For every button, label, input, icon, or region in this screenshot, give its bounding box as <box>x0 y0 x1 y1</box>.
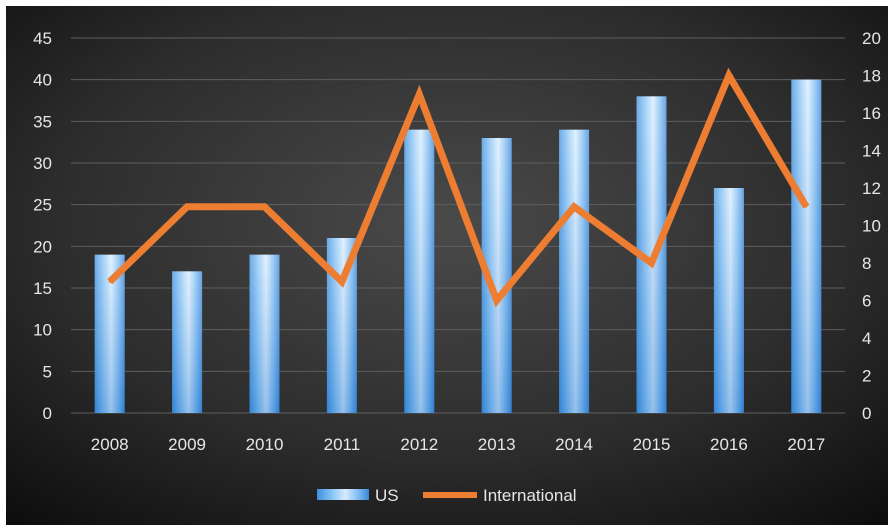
category-tick-label: 2008 <box>91 435 129 454</box>
right-axis-tick-label: 0 <box>862 404 871 423</box>
left-axis-tick-label: 5 <box>43 362 52 381</box>
point-international <box>108 280 111 283</box>
left-axis-tick-label: 20 <box>33 237 52 256</box>
legend: US International <box>317 486 577 505</box>
left-axis-tick-label: 45 <box>33 29 52 48</box>
legend-swatch-us <box>317 489 369 500</box>
category-tick-label: 2015 <box>633 435 671 454</box>
point-international <box>805 205 808 208</box>
bar-us-shade <box>326 238 357 413</box>
left-axis-tick-label: 30 <box>33 154 52 173</box>
point-international <box>727 74 730 77</box>
right-axis-tick-label: 18 <box>862 67 881 86</box>
bar-us-shade <box>559 129 590 413</box>
left-axis-tick-label: 0 <box>43 404 52 423</box>
line-international <box>107 67 810 308</box>
left-axis-tick-label: 10 <box>33 321 52 340</box>
bar-us-shade <box>172 271 203 413</box>
category-tick-label: 2009 <box>168 435 206 454</box>
right-axis-tick-label: 16 <box>862 104 881 123</box>
right-axis-tick-label: 6 <box>862 292 871 311</box>
right-axis-tick-label: 2 <box>862 367 871 386</box>
international-line <box>107 67 810 308</box>
bar-us-shade <box>791 79 822 414</box>
point-international <box>186 205 189 208</box>
left-axis-tick-label: 25 <box>33 196 52 215</box>
bar-us-shade <box>404 129 435 413</box>
category-tick-label: 2013 <box>478 435 516 454</box>
right-axis-tick-label: 12 <box>862 179 881 198</box>
category-tick-label: 2014 <box>555 435 593 454</box>
left-axis-tick-label: 15 <box>33 279 52 298</box>
point-international <box>495 299 498 302</box>
category-tick-label: 2017 <box>787 435 825 454</box>
left-axis-ticks: 0 5 10 15 20 25 30 35 40 45 <box>33 29 52 423</box>
right-axis-tick-label: 10 <box>862 217 881 236</box>
bar-us-shade <box>249 254 280 413</box>
right-axis-ticks: 0 2 4 6 8 10 12 14 16 18 20 <box>862 29 881 423</box>
chart-background <box>6 6 888 525</box>
category-tick-label: 2010 <box>246 435 284 454</box>
left-axis-tick-label: 35 <box>33 112 52 131</box>
right-axis-tick-label: 4 <box>862 329 871 348</box>
category-tick-label: 2012 <box>400 435 438 454</box>
point-international <box>650 262 653 264</box>
right-axis-tick-label: 14 <box>862 142 881 161</box>
legend-label-international: International <box>483 486 577 505</box>
category-tick-label: 2011 <box>324 435 361 454</box>
point-international <box>340 280 343 283</box>
bar-us-shade <box>713 188 744 413</box>
legend-label-us: US <box>375 486 399 505</box>
category-axis-ticks: 2008 2009 2010 2011 2012 2013 2014 2015 2016 2017 <box>91 435 825 454</box>
right-axis-tick-label: 8 <box>862 254 871 273</box>
right-axis-tick-label: 20 <box>862 29 881 48</box>
point-international <box>418 93 421 96</box>
category-tick-label: 2016 <box>710 435 748 454</box>
point-international <box>263 205 266 208</box>
point-international <box>573 205 576 208</box>
left-axis-tick-label: 40 <box>33 71 52 90</box>
